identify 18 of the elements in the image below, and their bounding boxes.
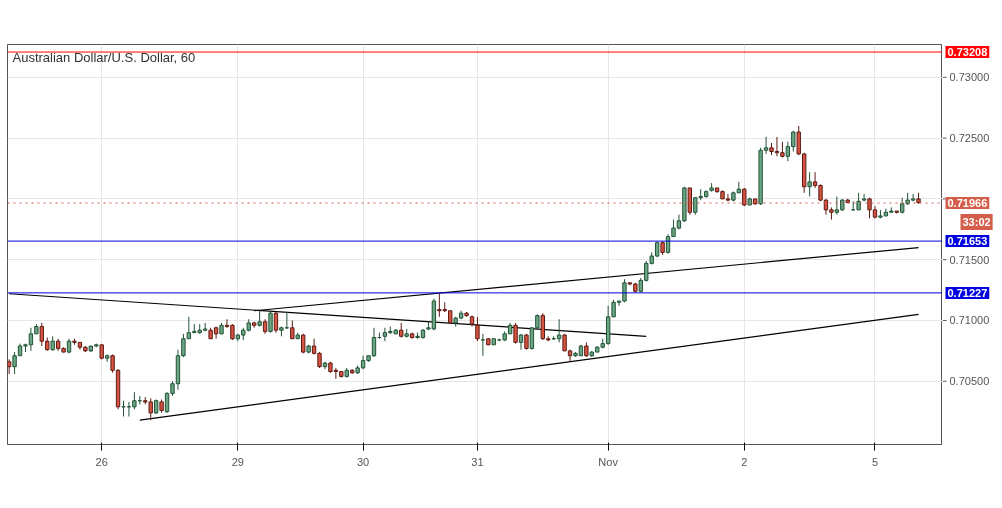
x-tick-label: Nov: [598, 455, 619, 468]
ref-line-label: 0.73208: [947, 46, 988, 59]
y-tick-label: 0.72500: [949, 132, 990, 145]
x-tick-label: 26: [95, 455, 108, 468]
x-tick-label: 2: [741, 455, 748, 468]
ref-line-label: 0.71966: [947, 197, 988, 210]
y-tick-label: 0.71000: [949, 314, 990, 327]
text: 33:02: [962, 216, 991, 229]
y-tick-label: 0.71500: [949, 253, 990, 266]
x-tick-label: 5: [871, 455, 879, 468]
ref-line-label: 0.71653: [947, 235, 988, 248]
x-tick-label: 29: [231, 455, 244, 468]
chart-title: Australian Dollar/U.S. Dollar, 60: [12, 49, 196, 65]
x-tick-label: 30: [356, 455, 370, 468]
ref-line-label: 0.71227: [947, 286, 988, 299]
y-tick-label: 0.73000: [949, 71, 990, 84]
y-tick-label: 0.70500: [949, 375, 990, 388]
x-tick-label: 31: [471, 455, 484, 468]
